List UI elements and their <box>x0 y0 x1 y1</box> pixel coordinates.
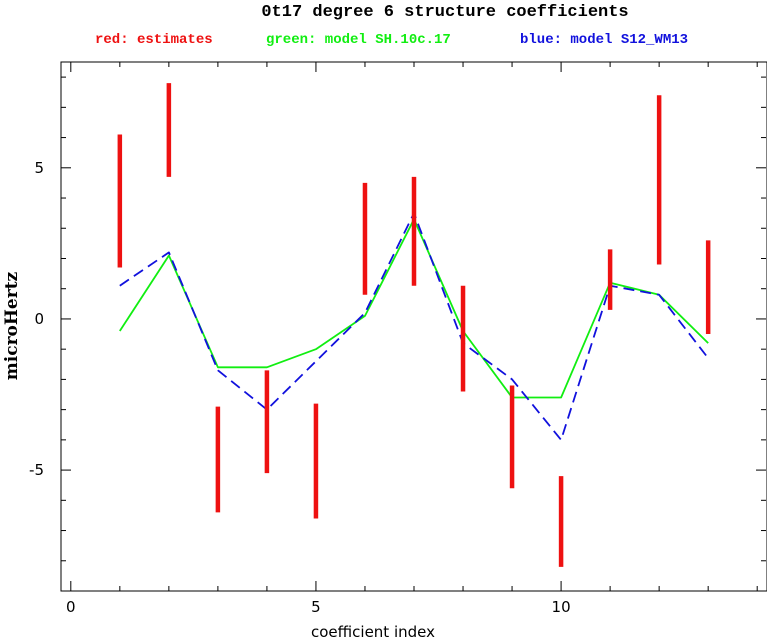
x-tick-label: 10 <box>552 598 571 616</box>
y-tick-label: 0 <box>34 310 44 328</box>
legend-model-sh: green: model SH.10c.17 <box>266 32 451 48</box>
y-tick-label: -5 <box>29 461 44 479</box>
tick-labels: 0 5 10 -5 0 5 <box>29 159 571 616</box>
chart-title: 0t17 degree 6 structure coefficients <box>261 3 628 22</box>
x-axis-label: coefficient index <box>311 623 435 641</box>
estimate-bars <box>117 83 711 567</box>
legend-estimates: red: estimates <box>95 32 213 48</box>
y-tick-label: 5 <box>34 159 44 177</box>
x-tick-label: 0 <box>66 598 76 616</box>
y-axis-label: microHertz <box>2 271 22 380</box>
x-tick-label: 5 <box>311 598 321 616</box>
axis-ticks <box>61 62 766 592</box>
legend-model-s12: blue: model S12_WM13 <box>520 32 688 48</box>
